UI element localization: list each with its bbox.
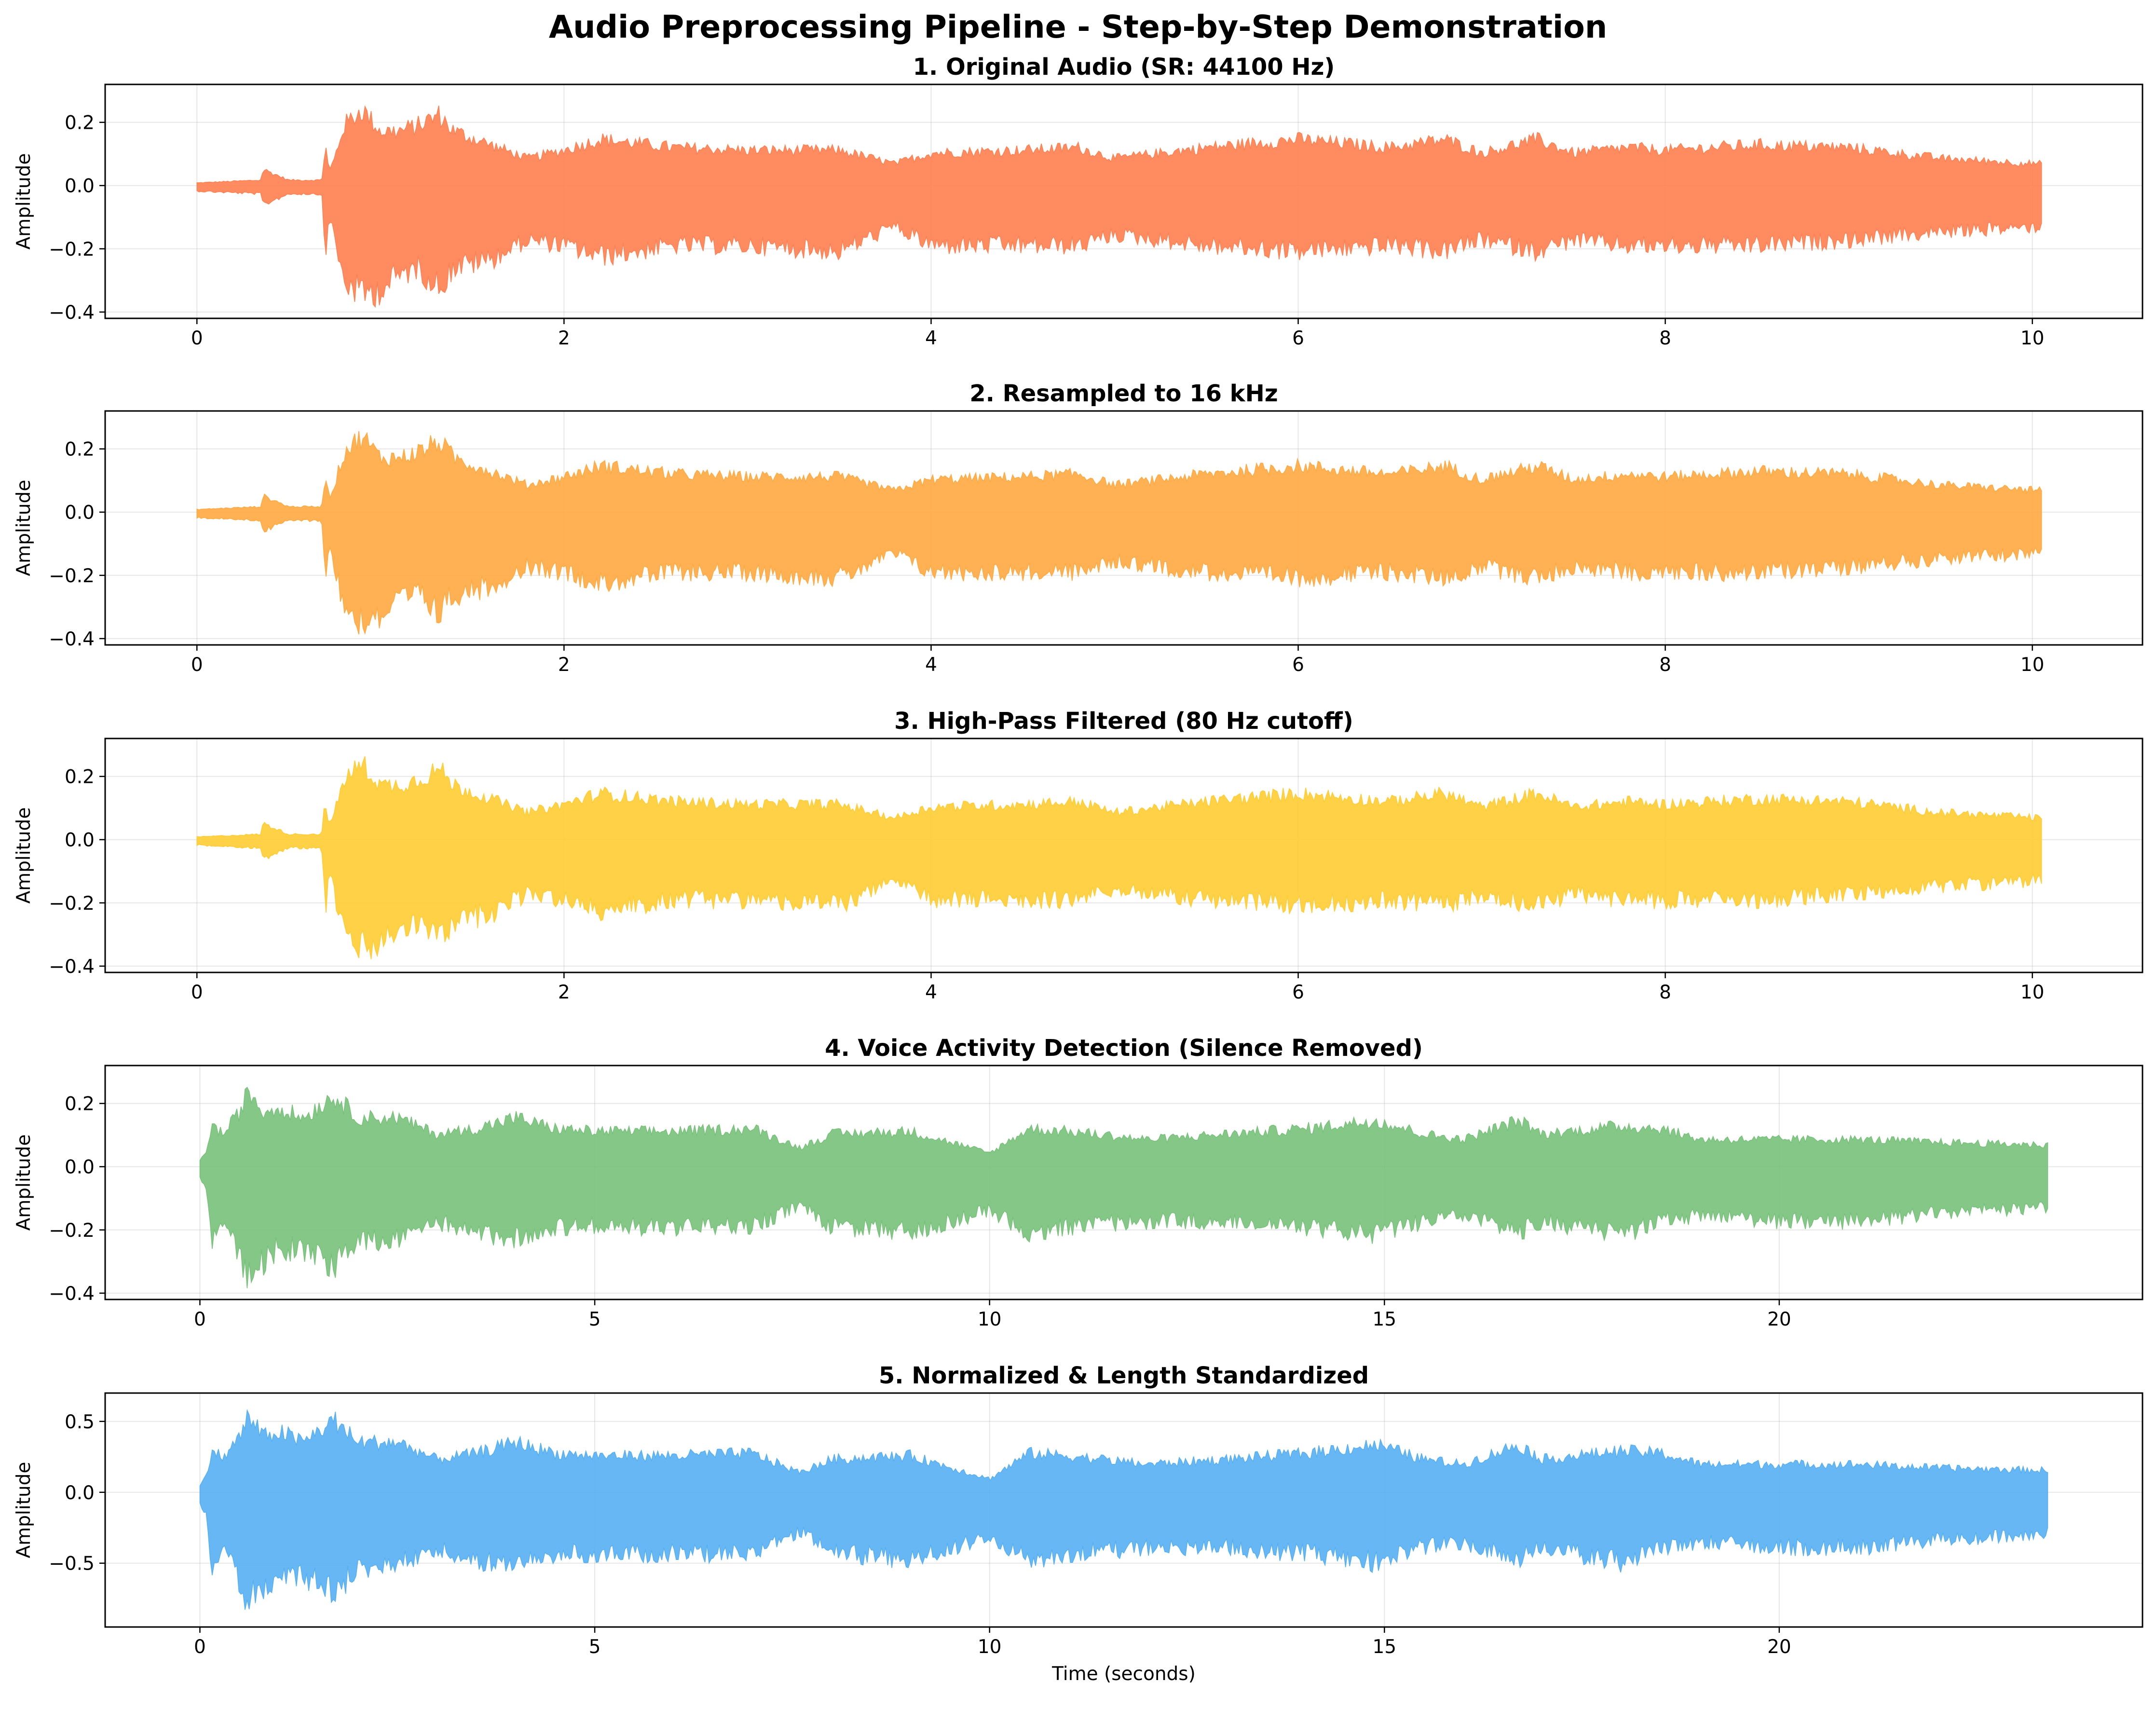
x-tick-label: 0 [191,328,203,349]
subplot-4: 4. Voice Activity Detection (Silence Rem… [13,1035,2143,1330]
waveform-series [199,1086,2048,1288]
x-tick-label: 6 [1292,328,1304,349]
y-tick-label: 0.2 [65,766,95,788]
axes-frame [104,1065,2143,1300]
waveform-series [196,105,2042,308]
x-tick-label: 8 [1659,654,1671,676]
x-tick-label: 10 [978,1309,1002,1330]
x-tick-label: 0 [191,654,203,676]
y-axis-label: Amplitude [13,480,35,576]
subplot-title: 1. Original Audio (SR: 44100 Hz) [913,54,1335,81]
subplot-5: 5. Normalized & Length Standardized 0 5 10 1… [13,1362,2143,1685]
x-tick-label: 20 [1767,1636,1791,1658]
y-axis-label: Amplitude [13,1462,35,1559]
subplot-title: 5. Normalized & Length Standardized [879,1362,1369,1389]
y-tick-label: −0.4 [49,1283,95,1305]
y-tick-label: 0.2 [65,1094,95,1115]
subplot-1: 1. Original Audio (SR: 44100 Hz) 0 2 4 6 8 10 −… [13,54,2143,349]
y-tick-label: 0.2 [65,112,95,134]
x-tick-label: 20 [1767,1309,1791,1330]
y-tick-label: −0.2 [49,893,95,915]
x-tick-label: 2 [558,654,570,676]
y-tick-label: −0.4 [49,956,95,978]
x-axis-label: Time (seconds) [1051,1663,1196,1685]
y-tick-label: 0.0 [65,1157,95,1178]
figure-title: Audio Preprocessing Pipeline - Step-by-S… [549,9,1607,45]
y-tick-label: 0.0 [65,176,95,197]
x-tick-label: 6 [1292,654,1304,676]
y-tick-label: 0.2 [65,439,95,461]
y-tick-label: −0.2 [49,1220,95,1242]
x-tick-label: 4 [925,982,937,1003]
subplot-3: 3. High-Pass Filtered (80 Hz cutoff) 0 2 4 6… [13,708,2143,1003]
x-tick-label: 0 [191,982,203,1003]
x-tick-label: 6 [1292,982,1304,1003]
y-tick-label: 0.0 [65,1482,95,1504]
y-tick-label: −0.2 [49,239,95,260]
x-tick-label: 10 [978,1636,1002,1658]
x-tick-label: 2 [558,982,570,1003]
x-tick-label: 10 [2020,654,2045,676]
x-tick-label: 15 [1372,1636,1396,1658]
y-axis-label: Amplitude [13,1135,35,1231]
waveform-series [199,1408,2048,1610]
x-tick-label: 4 [925,328,937,349]
axes-frame [104,410,2143,646]
y-tick-label: 0.0 [65,502,95,524]
x-tick-label: 4 [925,654,937,676]
y-tick-label: 0.5 [65,1411,95,1433]
y-axis-label: Amplitude [13,807,35,904]
y-axis-label: Amplitude [13,153,35,250]
axes-frame [104,1392,2143,1628]
y-tick-label: −0.5 [49,1553,95,1575]
x-tick-label: 10 [2020,328,2045,349]
x-tick-label: 5 [589,1636,601,1658]
x-tick-label: 10 [2020,982,2045,1003]
waveform-series [196,431,2042,635]
y-tick-label: 0.0 [65,830,95,851]
waveform-series [196,756,2042,959]
subplot-title: 4. Voice Activity Detection (Silence Rem… [825,1035,1423,1062]
x-tick-label: 8 [1659,328,1671,349]
x-tick-label: 15 [1372,1309,1396,1330]
subplot-stack: 1. Original Audio (SR: 44100 Hz) 0 2 4 6 8 10 −… [13,54,2143,1685]
subplot-2: 2. Resampled to 16 kHz 0 2 4 6 8 10 −0.4 −0.2 0.0… [13,380,2143,676]
x-tick-label: 5 [589,1309,601,1330]
y-tick-label: −0.2 [49,565,95,587]
axes-frame [104,738,2143,973]
subplot-title: 3. High-Pass Filtered (80 Hz cutoff) [894,708,1353,735]
subplot-title: 2. Resampled to 16 kHz [969,380,1278,407]
y-tick-label: −0.4 [49,629,95,650]
axes-frame [104,83,2143,319]
x-tick-label: 8 [1659,982,1671,1003]
x-tick-label: 0 [194,1636,206,1658]
x-tick-label: 0 [194,1309,206,1330]
x-tick-label: 2 [558,328,570,349]
y-tick-label: −0.4 [49,302,95,324]
